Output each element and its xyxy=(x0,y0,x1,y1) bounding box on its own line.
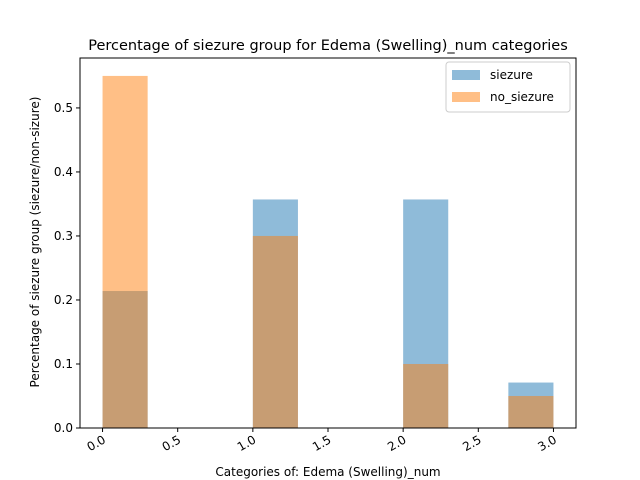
y-axis-label: Percentage of siezure group (siezure/non… xyxy=(28,97,42,388)
bar-no_siezure-0 xyxy=(102,75,148,429)
legend: siezure no_siezure xyxy=(445,61,571,113)
bars-layer xyxy=(102,75,554,429)
y-tick-label: 0.2 xyxy=(54,293,73,307)
y-tick-label: 0.0 xyxy=(54,421,73,435)
y-tick-label: 0.4 xyxy=(54,165,73,179)
legend-label-siezure: siezure xyxy=(490,68,533,82)
chart-title: Percentage of siezure group for Edema (S… xyxy=(88,38,568,54)
bar-no_siezure-2 xyxy=(403,363,449,428)
legend-swatch-no_siezure xyxy=(452,92,480,102)
bar-no_siezure-3 xyxy=(508,395,554,428)
legend-swatch-siezure xyxy=(452,70,480,80)
legend-label-no_siezure: no_siezure xyxy=(490,90,554,104)
y-tick-label: 0.5 xyxy=(54,101,73,115)
y-tick-label: 0.1 xyxy=(54,357,73,371)
bar-no_siezure-1 xyxy=(252,235,298,428)
x-axis-label: Categories of: Edema (Swelling)_num xyxy=(215,465,440,479)
y-tick-label: 0.3 xyxy=(54,229,73,243)
